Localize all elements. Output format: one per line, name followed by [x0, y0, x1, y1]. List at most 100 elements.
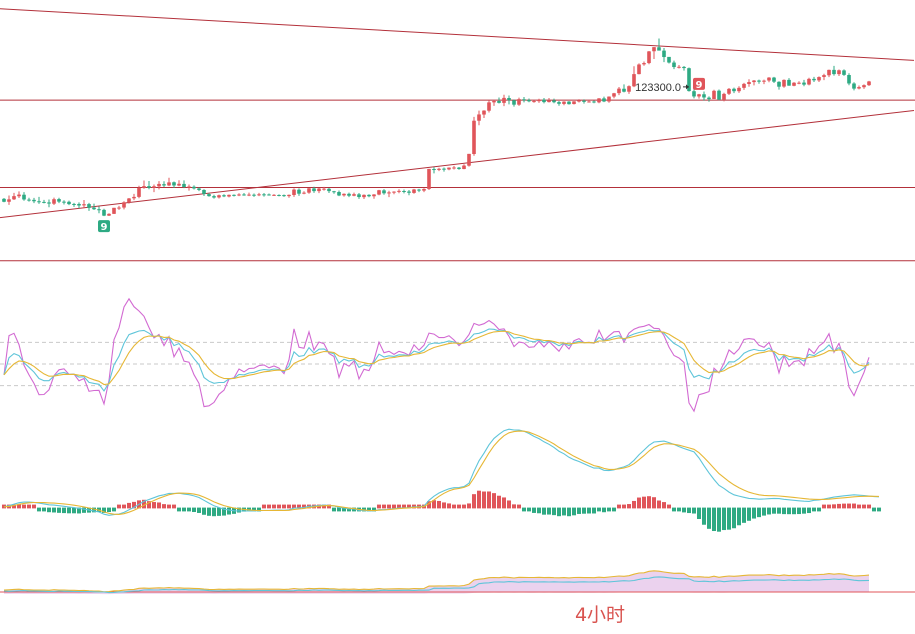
macd-histogram-bar [567, 507, 572, 517]
candle [117, 205, 121, 210]
candle [627, 85, 631, 94]
mini-panel-line-a [3, 570, 870, 593]
candle [382, 189, 386, 195]
macd-histogram-bar [797, 507, 802, 515]
candle [577, 99, 581, 103]
candle-body [817, 77, 821, 81]
candle-body [32, 199, 36, 202]
macd-histogram-bar [772, 507, 777, 514]
candle-body [42, 201, 46, 203]
candle [482, 110, 486, 119]
candle-body [567, 101, 571, 105]
candle-body [517, 99, 521, 105]
macd-histogram-bar [376, 504, 381, 509]
price-annotation-arrowhead [686, 84, 689, 90]
macd-histogram-bar [216, 507, 221, 516]
candle-body [367, 194, 371, 197]
candle [682, 66, 686, 71]
candle-body [607, 96, 611, 102]
macd-histogram-bar [451, 504, 456, 509]
macd-histogram-bar [537, 507, 542, 514]
macd-histogram-bar [742, 507, 747, 523]
candle [597, 98, 601, 104]
candle-body [267, 194, 271, 196]
candle [782, 79, 786, 88]
macd-histogram-bar [577, 507, 582, 514]
kdj-j-line [3, 297, 870, 413]
candle [752, 80, 756, 86]
candle [552, 98, 556, 104]
candle [292, 188, 296, 197]
candle-body [777, 81, 781, 87]
candle-body [752, 80, 756, 83]
candle-body [82, 204, 86, 206]
macd-histogram-bar [446, 503, 451, 509]
candle [837, 69, 841, 77]
candle [792, 82, 796, 87]
candle-body [72, 203, 76, 205]
candle [732, 87, 736, 94]
candle-body [582, 100, 586, 102]
candle-body [377, 190, 381, 195]
macd-histogram-bar [156, 502, 161, 509]
candle [127, 198, 131, 204]
macd-histogram-bar [587, 507, 592, 514]
macd-histogram-bar [517, 504, 522, 509]
macd-histogram-bar [572, 507, 577, 516]
candle [517, 97, 521, 106]
candle [412, 188, 416, 194]
candle [352, 192, 356, 197]
macd-histogram-bar [386, 504, 391, 509]
candle [717, 89, 721, 101]
macd-histogram-bar [441, 502, 446, 509]
candle-body [502, 97, 506, 103]
candle-body [212, 196, 216, 198]
candle-body [687, 68, 691, 92]
macd-histogram-bar [762, 507, 767, 516]
candle-body [802, 82, 806, 85]
candle-body [792, 82, 796, 86]
candle [442, 167, 446, 172]
candle-body [807, 78, 811, 85]
macd-histogram-bar [381, 504, 386, 509]
candle-body [247, 194, 251, 196]
candle [222, 194, 226, 198]
macd-histogram-bar [792, 507, 797, 515]
candle [22, 192, 26, 201]
candle [152, 184, 156, 193]
candle [757, 79, 761, 84]
candle-body [677, 66, 681, 68]
candle [857, 85, 861, 90]
candle [72, 202, 76, 207]
candle-body [622, 88, 626, 92]
candle-body [382, 190, 386, 194]
candle [267, 193, 271, 196]
macd-histogram-bar [832, 504, 837, 509]
macd-histogram-bar [512, 504, 517, 509]
candle-body [442, 168, 446, 170]
macd-histogram-bar [266, 504, 271, 509]
macd-histogram-bar [862, 504, 867, 509]
macd-histogram-bar [331, 507, 336, 512]
candle-body [472, 120, 476, 154]
macd-histogram-bar [787, 507, 792, 515]
macd-histogram-bar [702, 507, 707, 525]
macd-histogram-bar [146, 501, 151, 509]
macd-histogram-bar [757, 507, 762, 518]
macd-histogram-bar [637, 497, 642, 509]
candle [667, 56, 671, 64]
candle [802, 79, 806, 87]
candle [137, 185, 141, 199]
candle-body [597, 98, 601, 103]
candle-body [27, 199, 31, 201]
macd-histogram-bar [117, 504, 122, 509]
candle [587, 99, 591, 103]
candle [87, 202, 91, 211]
macd-histogram-bar [21, 504, 26, 509]
macd-histogram-bar [201, 507, 206, 515]
candle-body [697, 94, 701, 97]
candle [747, 79, 751, 87]
macd-histogram-bar [107, 507, 112, 513]
macd-histogram-bar [872, 507, 877, 512]
candle [522, 96, 526, 103]
